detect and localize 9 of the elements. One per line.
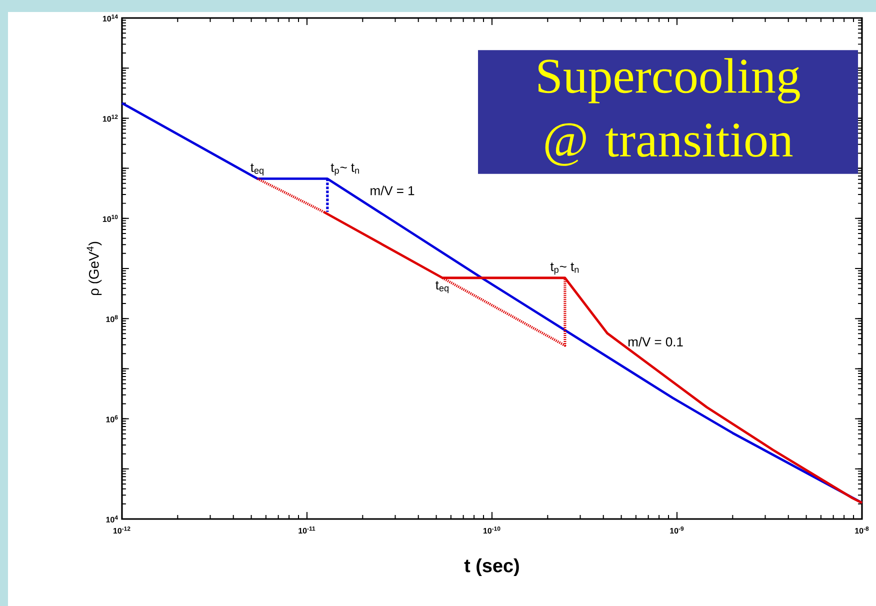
x-axis-title: t (sec) — [464, 558, 519, 576]
annotation: m/V = 0.1 — [628, 336, 683, 346]
annotation: t$_{eq}$ — [250, 163, 264, 176]
annotation: t$_{p}$~ t$_{n}$ — [330, 163, 359, 176]
annotation: t$_{p}$~ t$_{n}$ — [550, 262, 579, 275]
annotation: t$_{eq}$ — [436, 281, 448, 294]
annotation: m/V = 1 — [370, 186, 414, 196]
text: Supercooling @ transition — [538, 58, 800, 166]
y-axis-title: ρ (GeV$^{4}$) — [86, 242, 102, 296]
